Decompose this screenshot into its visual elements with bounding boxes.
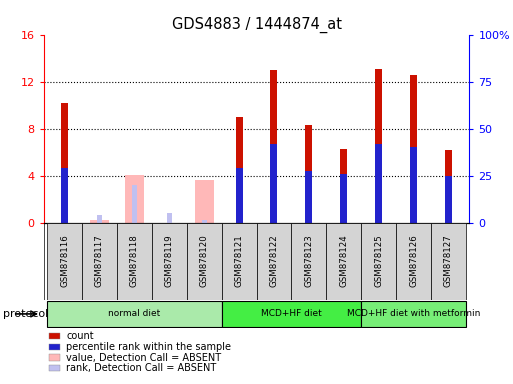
Bar [202, 220, 207, 223]
Bar [47, 301, 222, 327]
Bar [375, 69, 382, 223]
Bar [396, 223, 431, 300]
Text: protocol: protocol [3, 309, 48, 319]
Bar [326, 223, 361, 300]
Text: value, Detection Call = ABSENT: value, Detection Call = ABSENT [66, 353, 221, 362]
Bar [445, 150, 452, 223]
Bar [117, 223, 152, 300]
Bar [187, 223, 222, 300]
Bar [256, 223, 291, 300]
Bar [152, 223, 187, 300]
Bar [222, 223, 256, 300]
Bar [222, 301, 361, 327]
Text: GSM878121: GSM878121 [234, 235, 244, 288]
Bar [375, 144, 382, 223]
Bar [361, 223, 396, 300]
Text: GSM878120: GSM878120 [200, 235, 209, 288]
Bar [270, 144, 278, 223]
Bar [194, 180, 214, 223]
Bar [90, 220, 109, 223]
Text: percentile rank within the sample: percentile rank within the sample [66, 342, 231, 352]
Bar [410, 74, 417, 223]
Text: GSM878117: GSM878117 [95, 235, 104, 288]
Bar [235, 117, 243, 223]
Text: count: count [66, 331, 94, 341]
Bar [305, 171, 312, 223]
Bar [235, 168, 243, 223]
Text: rank, Detection Call = ABSENT: rank, Detection Call = ABSENT [66, 363, 216, 373]
Bar [431, 223, 466, 300]
Text: GSM878118: GSM878118 [130, 235, 139, 288]
Bar [82, 223, 117, 300]
Bar [340, 174, 347, 223]
Bar [61, 103, 68, 223]
Bar [97, 215, 102, 223]
Text: GSM878119: GSM878119 [165, 235, 174, 288]
Bar [61, 168, 68, 223]
Text: GSM878125: GSM878125 [374, 235, 383, 288]
Text: MCD+HF diet with metformin: MCD+HF diet with metformin [347, 310, 480, 318]
Text: GSM878122: GSM878122 [269, 235, 279, 288]
Text: GSM878116: GSM878116 [60, 235, 69, 288]
Bar [340, 149, 347, 223]
Text: MCD+HF diet: MCD+HF diet [261, 310, 322, 318]
Bar [445, 176, 452, 223]
Bar [167, 214, 172, 223]
Text: normal diet: normal diet [108, 310, 161, 318]
Bar [305, 125, 312, 223]
Bar [270, 70, 278, 223]
Text: GDS4883 / 1444874_at: GDS4883 / 1444874_at [171, 17, 342, 33]
Text: GSM878124: GSM878124 [339, 235, 348, 288]
Bar [361, 301, 466, 327]
Text: GSM878123: GSM878123 [304, 235, 313, 288]
Bar [125, 174, 144, 223]
Text: GSM878127: GSM878127 [444, 235, 453, 288]
Bar [47, 223, 82, 300]
Bar [132, 185, 137, 223]
Text: GSM878126: GSM878126 [409, 235, 418, 288]
Bar [291, 223, 326, 300]
Bar [410, 147, 417, 223]
